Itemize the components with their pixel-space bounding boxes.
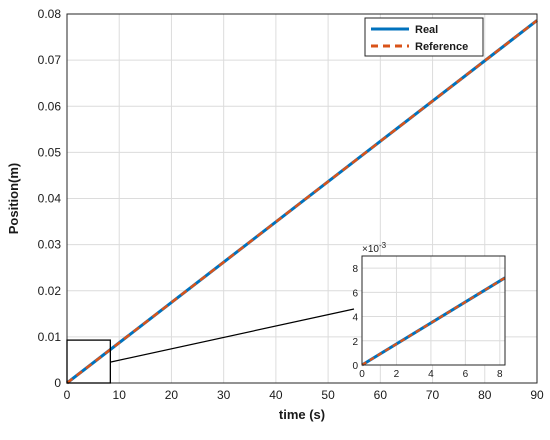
y-tick-label: 0.05 — [38, 145, 62, 159]
x-tick-label: 50 — [321, 388, 335, 402]
y-tick-label: 0.01 — [38, 330, 62, 344]
legend-box — [364, 17, 484, 57]
inset-x-tick-label: 8 — [497, 369, 503, 380]
inset-axes-frame — [361, 255, 506, 366]
legend: Real Reference — [364, 17, 484, 57]
zoom-connector-line — [110, 308, 355, 363]
inset-x-tick-label: 4 — [428, 369, 434, 380]
main-axes-frame — [66, 13, 538, 384]
x-tick-label: 30 — [217, 388, 231, 402]
x-tick-label: 40 — [269, 388, 283, 402]
main-tick-labels: 0 10 20 30 40 50 60 70 80 9000.010.020.030.040.05… — [38, 7, 544, 402]
inset-chart: 0 2 4 6 8 0 2 4 6 8 ×10-3 — [352, 241, 506, 380]
x-tick-label: 10 — [113, 388, 127, 402]
y-tick-label: 0 — [54, 376, 61, 390]
x-tick-label: 60 — [374, 388, 388, 402]
x-tick-label: 0 — [64, 388, 71, 402]
y-tick-label: 0.02 — [38, 284, 62, 298]
y-tick-label: 0.08 — [38, 7, 62, 21]
series-line-reference — [66, 19, 538, 384]
x-tick-label: 80 — [478, 388, 492, 402]
inset-y-tick-label: 0 — [352, 361, 358, 372]
inset-exponent-label: ×10-3 — [362, 241, 387, 255]
x-axis-label: time (s) — [279, 407, 325, 422]
y-axis-label: Position(m) — [6, 163, 21, 235]
main-series — [66, 19, 538, 385]
legend-label-reference: Reference — [415, 41, 468, 53]
inset-y-tick-label: 8 — [352, 264, 358, 275]
inset-series-line-reference — [361, 276, 506, 366]
x-tick-label: 70 — [426, 388, 440, 402]
y-tick-label: 0.03 — [38, 238, 62, 252]
inset-y-tick-label: 4 — [352, 313, 358, 324]
x-tick-label: 90 — [530, 388, 544, 402]
zoom-indicator — [66, 308, 355, 384]
y-tick-label: 0.04 — [38, 192, 62, 206]
y-tick-label: 0.06 — [38, 99, 62, 113]
inset-x-tick-label: 2 — [394, 369, 400, 380]
inset-background — [362, 256, 505, 365]
inset-y-tick-label: 6 — [352, 288, 358, 299]
inset-x-tick-label: 6 — [463, 369, 469, 380]
y-tick-label: 0.07 — [38, 53, 62, 67]
legend-label-real: Real — [415, 24, 438, 36]
x-tick-label: 20 — [165, 388, 179, 402]
inset-x-tick-label: 0 — [359, 369, 365, 380]
inset-y-tick-label: 2 — [352, 337, 358, 348]
